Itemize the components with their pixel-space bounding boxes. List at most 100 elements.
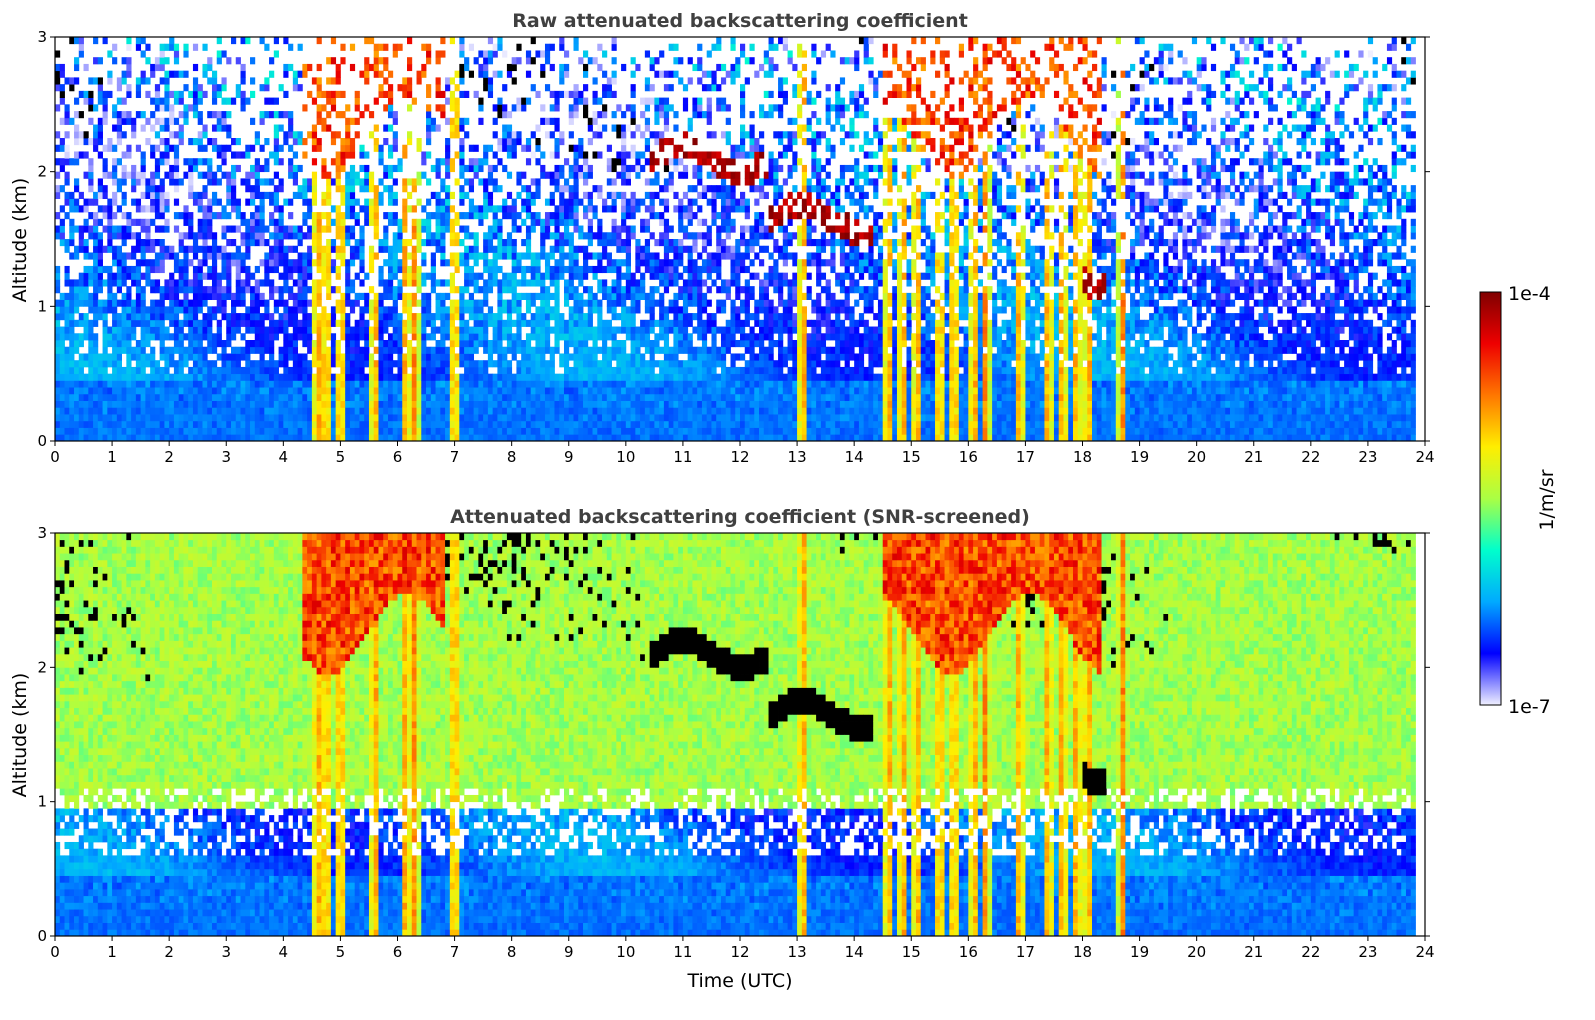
- heatmap-cell: [122, 387, 127, 394]
- heatmap-cell: [331, 266, 336, 273]
- heatmap-cell: [260, 178, 265, 185]
- heatmap-cell: [654, 286, 659, 293]
- heatmap-cell: [578, 300, 583, 307]
- heatmap-cell: [226, 380, 231, 387]
- heatmap-cell: [250, 313, 255, 320]
- heatmap-cell: [374, 50, 379, 57]
- heatmap-cell: [55, 212, 60, 219]
- heatmap-cell: [283, 313, 288, 320]
- heatmap-cell: [274, 246, 279, 253]
- heatmap-cell: [212, 212, 217, 219]
- heatmap-cell: [217, 199, 222, 206]
- heatmap-cell: [345, 320, 350, 327]
- heatmap-cell: [650, 151, 655, 158]
- heatmap-cell: [621, 178, 626, 185]
- heatmap-cell: [250, 145, 255, 152]
- heatmap-cell: [388, 192, 393, 199]
- heatmap-cell: [478, 340, 483, 347]
- heatmap-cell: [126, 327, 131, 334]
- heatmap-cell: [631, 428, 636, 435]
- heatmap-cell: [621, 226, 626, 233]
- heatmap-cell: [583, 104, 588, 111]
- heatmap-cell: [574, 192, 579, 199]
- heatmap-cell: [150, 360, 155, 367]
- heatmap-cell: [426, 57, 431, 64]
- heatmap-cell: [321, 428, 326, 435]
- heatmap-cell: [126, 44, 131, 51]
- heatmap-cell: [269, 394, 274, 401]
- heatmap-cell: [103, 226, 108, 233]
- heatmap-cell: [417, 313, 422, 320]
- heatmap-cell: [464, 64, 469, 71]
- heatmap-cell: [350, 165, 355, 172]
- heatmap-cell: [526, 434, 531, 441]
- heatmap-cell: [150, 266, 155, 273]
- heatmap-cell: [516, 300, 521, 307]
- heatmap-cell: [74, 414, 79, 421]
- heatmap-cell: [302, 353, 307, 360]
- heatmap-cell: [260, 313, 265, 320]
- heatmap-cell: [112, 374, 117, 381]
- heatmap-cell: [402, 421, 407, 428]
- heatmap-cell: [355, 428, 360, 435]
- heatmap-cell: [231, 138, 236, 145]
- heatmap-cell: [103, 306, 108, 313]
- heatmap-cell: [336, 178, 341, 185]
- heatmap-cell: [217, 118, 222, 125]
- heatmap-cell: [455, 360, 460, 367]
- heatmap-cell: [255, 192, 260, 199]
- heatmap-cell: [540, 333, 545, 340]
- heatmap-cell: [369, 333, 374, 340]
- heatmap-cell: [450, 104, 455, 111]
- heatmap-cell: [107, 77, 112, 84]
- heatmap-cell: [55, 192, 60, 199]
- heatmap-cell: [483, 50, 488, 57]
- heatmap-cell: [93, 199, 98, 206]
- heatmap-cell: [155, 380, 160, 387]
- heatmap-cell: [364, 414, 369, 421]
- heatmap-cell: [369, 306, 374, 313]
- heatmap-cell: [188, 306, 193, 313]
- heatmap-cell: [212, 340, 217, 347]
- heatmap-cell: [483, 421, 488, 428]
- heatmap-cell: [169, 104, 174, 111]
- heatmap-cell: [364, 340, 369, 347]
- heatmap-cell: [126, 118, 131, 125]
- heatmap-cell: [417, 360, 422, 367]
- heatmap-cell: [540, 387, 545, 394]
- heatmap-cell: [393, 313, 398, 320]
- heatmap-cell: [98, 84, 103, 91]
- heatmap-cell: [612, 44, 617, 51]
- heatmap-cell: [93, 360, 98, 367]
- heatmap-cell: [393, 232, 398, 239]
- heatmap-cell: [440, 104, 445, 111]
- heatmap-cell: [321, 199, 326, 206]
- heatmap-cell: [364, 394, 369, 401]
- heatmap-cell: [198, 219, 203, 226]
- heatmap-cell: [164, 151, 169, 158]
- heatmap-cell: [193, 320, 198, 327]
- heatmap-cell: [640, 226, 645, 233]
- heatmap-cell: [616, 279, 621, 286]
- heatmap-cell: [564, 367, 569, 374]
- heatmap-cell: [612, 71, 617, 78]
- heatmap-cell: [593, 434, 598, 441]
- heatmap-cell: [654, 320, 659, 327]
- heatmap-cell: [535, 407, 540, 414]
- heatmap-cell: [616, 232, 621, 239]
- heatmap-cell: [383, 165, 388, 172]
- heatmap-cell: [283, 333, 288, 340]
- heatmap-cell: [497, 387, 502, 394]
- heatmap-cell: [569, 286, 574, 293]
- heatmap-cell: [169, 313, 174, 320]
- heatmap-cell: [74, 57, 79, 64]
- heatmap-cell: [359, 279, 364, 286]
- heatmap-cell: [345, 380, 350, 387]
- heatmap-cell: [431, 273, 436, 280]
- heatmap-cell: [554, 273, 559, 280]
- heatmap-cell: [502, 165, 507, 172]
- heatmap-cell: [302, 360, 307, 367]
- heatmap-cell: [245, 279, 250, 286]
- heatmap-cell: [407, 77, 412, 84]
- heatmap-cell: [312, 199, 317, 206]
